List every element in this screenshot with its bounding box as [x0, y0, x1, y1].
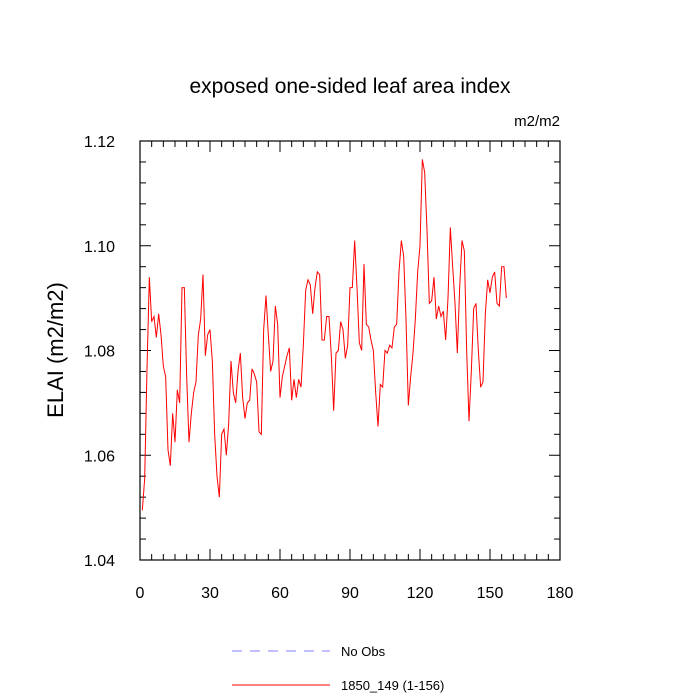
x-tick-label: 0 — [136, 585, 145, 602]
y-tick-label: 1.04 — [84, 553, 115, 570]
plot-frame — [139, 140, 561, 561]
x-tick-label: 30 — [201, 585, 219, 602]
y-tick-label: 1.06 — [84, 448, 115, 465]
legend: No Obs 1850_149 (1-156) — [232, 644, 444, 693]
series-layer — [141, 159, 507, 511]
x-tick-label: 180 — [547, 585, 574, 602]
axis-tick-labels: 0 30 60 90 120 150 180 1.04 1.06 1.08 1.10 1.12 — [84, 134, 574, 602]
x-tick-label: 120 — [407, 585, 434, 602]
y-tick-label: 1.10 — [84, 239, 115, 256]
y-tick-label: 1.08 — [84, 344, 115, 361]
axis-ticks — [139, 140, 561, 561]
series-line-1850-149-1-156- — [141, 159, 507, 511]
x-tick-label: 60 — [271, 585, 289, 602]
legend-label-1850-149: 1850_149 (1-156) — [341, 678, 444, 693]
chart-title: exposed one-sided leaf area index — [189, 75, 511, 98]
x-tick-label: 150 — [477, 585, 504, 602]
units-label: m2/m2 — [514, 113, 560, 130]
y-axis-label: ELAI (m2/m2) — [43, 282, 68, 418]
y-tick-label: 1.12 — [84, 134, 115, 151]
legend-label-no-obs: No Obs — [341, 644, 386, 659]
x-tick-label: 90 — [341, 585, 359, 602]
